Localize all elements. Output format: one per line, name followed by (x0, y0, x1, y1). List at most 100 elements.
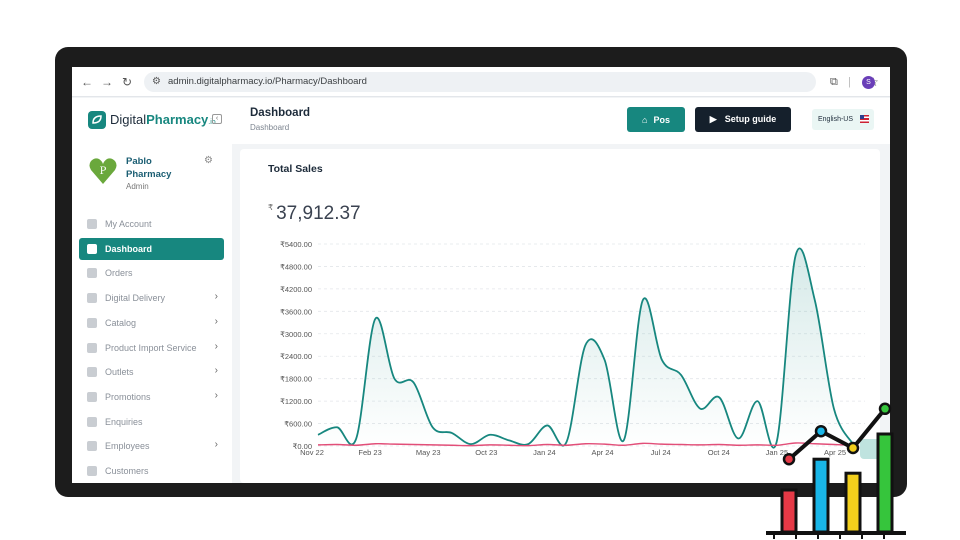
brand-name-plain: Digital (110, 112, 147, 127)
sidebar: DigitalPharmacy.io ‹ P Pablo Pharmacy Ad… (72, 98, 232, 483)
language-label: English-US (818, 116, 854, 123)
customers-icon (87, 466, 97, 476)
sidebar-item-label: Employees (105, 441, 150, 452)
overlay-bar (876, 432, 894, 534)
sidebar-item-orders[interactable]: Orders (79, 262, 224, 284)
avatar-letter: P (100, 166, 107, 177)
pos-register-icon: ⌂ (642, 114, 648, 125)
x-tick-label: Apr 24 (592, 448, 614, 457)
sidebar-item-employees[interactable]: Employees › (79, 435, 224, 457)
avatar: P (89, 158, 117, 184)
brand-name-bold: Pharmacy (146, 112, 209, 127)
sidebar-item-dashboard[interactable]: Dashboard (79, 237, 224, 260)
catalog-icon (87, 317, 97, 328)
x-tick-label: Feb 23 (358, 448, 381, 457)
chevron-right-icon: › (214, 439, 218, 451)
sidebar-item-digital-delivery[interactable]: Digital Delivery › (79, 287, 224, 309)
overlay-trend-line (787, 407, 887, 461)
overlay-dot (846, 441, 860, 455)
sidebar-item-catalog[interactable]: Catalog › (79, 312, 224, 334)
x-tick-label: May 23 (416, 448, 441, 457)
setup-guide-label: Setup guide (724, 114, 777, 124)
y-tick-label: ₹1200.00 (280, 397, 312, 406)
language-select[interactable]: English-US (812, 109, 874, 130)
settings-gear-icon[interactable]: ⚙ (204, 155, 213, 166)
y-tick-label: ₹4200.00 (280, 285, 312, 294)
browser-toolbar: ← → ↻ ⚙ admin.digitalpharmacy.io/Pharmac… (72, 67, 890, 97)
sidebar-item-label: Orders (105, 268, 133, 279)
chart-scroll-tab[interactable] (860, 439, 880, 459)
chevron-right-icon: › (214, 340, 218, 352)
address-bar[interactable]: ⚙ admin.digitalpharmacy.io/Pharmacy/Dash… (144, 72, 879, 92)
y-tick-label: ₹4800.00 (280, 262, 312, 271)
currency-symbol: ₹ (268, 203, 274, 212)
sidebar-item-promotions[interactable]: Promotions › (79, 386, 224, 408)
chevron-right-icon: › (214, 291, 218, 303)
sidebar-item-label: Outlets (105, 367, 134, 378)
pharmacy-logo-icon (88, 111, 106, 129)
user-role: Admin (126, 182, 149, 191)
x-tick-label: Oct 23 (475, 448, 497, 457)
overlay-bar (844, 471, 862, 534)
secondary-series-line (317, 442, 854, 447)
play-icon: ▶ (709, 114, 717, 124)
sidebar-item-label: Enquiries (105, 416, 143, 427)
overlay-dot (782, 452, 796, 466)
enquiries-icon (87, 416, 97, 427)
page-title: Dashboard (250, 107, 311, 119)
sidebar-item-label: Dashboard (105, 243, 153, 254)
brand-logo[interactable]: DigitalPharmacy.io (110, 112, 216, 131)
y-tick-label: ₹3000.00 (280, 330, 312, 339)
sales-line-chart[interactable]: ₹0.00 ₹600.00 ₹1200.00 ₹1800.00 ₹2400.00 ₹300… (240, 239, 880, 483)
sidebar-item-label: Customers (105, 466, 149, 476)
sidebar-item-enquiries[interactable]: Enquiries (79, 411, 224, 433)
import-icon (87, 342, 97, 353)
x-tick-label: Nov 22 (300, 448, 324, 457)
total-sales-card: Total Sales ₹37,912.37 ₹0.00 ₹600.00 ₹1200… (240, 149, 880, 483)
collapse-sidebar-icon[interactable]: ‹ (212, 114, 222, 124)
url-text[interactable]: admin.digitalpharmacy.io/Pharmacy/Dashbo… (168, 76, 367, 87)
chevron-right-icon: › (214, 365, 218, 377)
x-tick-label: Jul 24 (651, 448, 671, 457)
sidebar-item-label: Promotions (105, 391, 151, 402)
app-screen: ← → ↻ ⚙ admin.digitalpharmacy.io/Pharmac… (72, 67, 890, 483)
pos-button-label: Pos (653, 114, 670, 125)
us-flag-icon (860, 115, 869, 123)
setup-guide-button[interactable]: ▶ Setup guide (695, 107, 791, 132)
promotions-icon (87, 391, 97, 402)
x-tick-label: Jan 24 (533, 448, 556, 457)
y-tick-label: ₹600.00 (284, 420, 312, 429)
overlay-bar (780, 488, 798, 534)
back-arrow-icon[interactable]: ← (81, 75, 93, 89)
pos-button[interactable]: ⌂ Pos (627, 107, 685, 132)
y-tick-label: ₹0.00 (293, 442, 312, 451)
sidebar-item-label: Product Import Service (105, 342, 197, 353)
delivery-icon (87, 293, 97, 304)
y-tick-label: ₹3600.00 (280, 307, 312, 316)
chevron-right-icon: › (214, 389, 218, 401)
card-title: Total Sales (268, 163, 323, 175)
sidebar-item-my-account[interactable]: My Account (79, 213, 224, 235)
total-amount: 37,912.37 (276, 203, 361, 224)
profile-avatar[interactable]: S (862, 76, 875, 89)
breadcrumb[interactable]: Dashboard (250, 123, 290, 132)
sales-series-line (317, 247, 854, 449)
sidebar-item-label: Catalog (105, 317, 137, 328)
overlay-dot (878, 402, 892, 416)
x-tick-label: Jan 25 (766, 448, 789, 457)
user-icon (87, 219, 97, 229)
forward-arrow-icon[interactable]: → (101, 75, 113, 89)
sidebar-item-product-import-service[interactable]: Product Import Service › (79, 337, 224, 359)
overlay-dot (814, 424, 828, 438)
toolbar-divider: | (848, 76, 851, 88)
y-tick-label: ₹2400.00 (280, 352, 312, 361)
employees-icon (87, 441, 97, 452)
chevron-right-icon: › (214, 315, 218, 327)
site-settings-icon[interactable]: ⚙ (152, 76, 161, 87)
sidebar-item-customers[interactable]: Customers (79, 460, 224, 482)
sidebar-item-outlets[interactable]: Outlets › (79, 361, 224, 383)
extensions-icon[interactable]: ⧉ (830, 76, 838, 88)
reload-icon[interactable]: ↻ (121, 75, 133, 89)
outlets-icon (87, 367, 97, 378)
